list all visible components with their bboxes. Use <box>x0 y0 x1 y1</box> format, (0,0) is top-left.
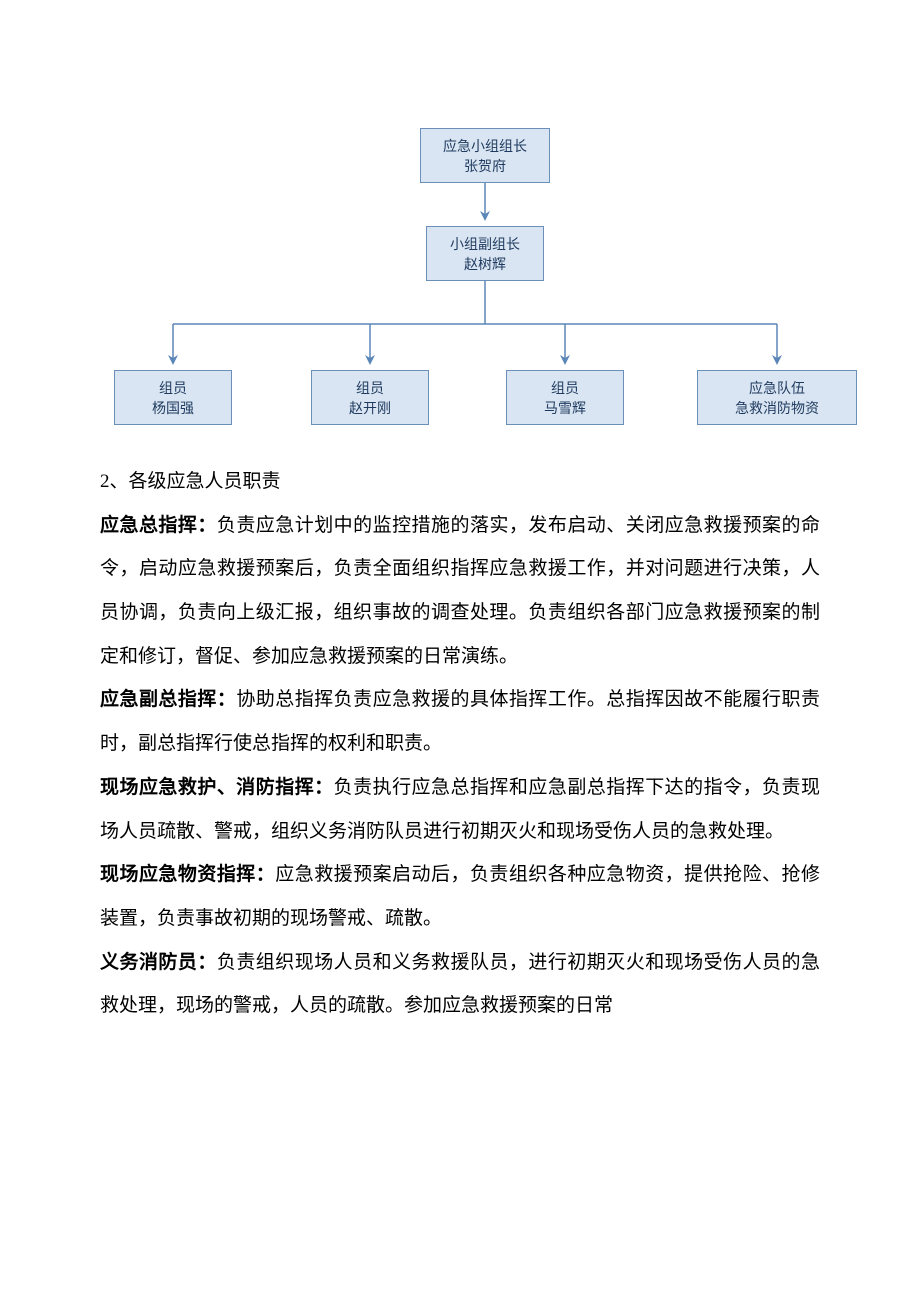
page-root: 应急小组组长张贺府小组副组长赵树辉组员杨国强组员赵开刚组员马雪辉应急队伍急救消防… <box>0 0 920 1088</box>
section-heading: 2、各级应急人员职责 <box>100 460 820 504</box>
paragraph-body: 负责应急计划中的监控措施的落实，发布启动、关闭应急救援预案的命令，启动应急救援预… <box>100 515 820 667</box>
paragraph-lead: 应急总指挥： <box>100 515 217 536</box>
chart-connectors <box>0 0 920 420</box>
body-paragraph: 应急副总指挥：协助总指挥负责应急救援的具体指挥工作。总指挥因故不能履行职责时，副… <box>100 678 820 765</box>
node-line1: 应急队伍 <box>749 378 805 398</box>
org-node: 组员赵开刚 <box>311 370 429 425</box>
node-line1: 组员 <box>356 378 384 398</box>
org-node: 应急小组组长张贺府 <box>420 128 550 183</box>
body-paragraph: 现场应急物资指挥：应急救援预案启动后，负责组织各种应急物资，提供抢险、抢修装置，… <box>100 853 820 940</box>
node-line2: 赵树辉 <box>464 254 506 274</box>
paragraph-lead: 应急副总指挥： <box>100 689 236 710</box>
node-line1: 小组副组长 <box>450 234 520 254</box>
org-node: 组员马雪辉 <box>506 370 624 425</box>
org-node: 应急队伍急救消防物资 <box>697 370 857 425</box>
node-line1: 组员 <box>159 378 187 398</box>
paragraph-lead: 义务消防员： <box>100 952 217 973</box>
node-line2: 张贺府 <box>464 156 506 176</box>
body-paragraph: 应急总指挥：负责应急计划中的监控措施的落实，发布启动、关闭应急救援预案的命令，启… <box>100 504 820 679</box>
body-paragraph: 现场应急救护、消防指挥：负责执行应急总指挥和应急副总指挥下达的指令，负责现场人员… <box>100 766 820 853</box>
node-line1: 应急小组组长 <box>443 136 527 156</box>
org-chart: 应急小组组长张贺府小组副组长赵树辉组员杨国强组员赵开刚组员马雪辉应急队伍急救消防… <box>0 0 920 420</box>
node-line2: 赵开刚 <box>349 398 391 418</box>
org-node: 小组副组长赵树辉 <box>426 226 544 281</box>
node-line2: 急救消防物资 <box>735 398 819 418</box>
node-line2: 马雪辉 <box>544 398 586 418</box>
org-node: 组员杨国强 <box>114 370 232 425</box>
paragraph-lead: 现场应急救护、消防指挥： <box>100 777 334 798</box>
paragraph-lead: 现场应急物资指挥： <box>100 864 275 885</box>
node-line2: 杨国强 <box>152 398 194 418</box>
node-line1: 组员 <box>551 378 579 398</box>
text-area: 2、各级应急人员职责 应急总指挥：负责应急计划中的监控措施的落实，发布启动、关闭… <box>0 420 920 1088</box>
body-paragraph: 义务消防员：负责组织现场人员和义务救援队员，进行初期灭火和现场受伤人员的急救处理… <box>100 941 820 1028</box>
paragraphs-container: 应急总指挥：负责应急计划中的监控措施的落实，发布启动、关闭应急救援预案的命令，启… <box>100 504 820 1028</box>
